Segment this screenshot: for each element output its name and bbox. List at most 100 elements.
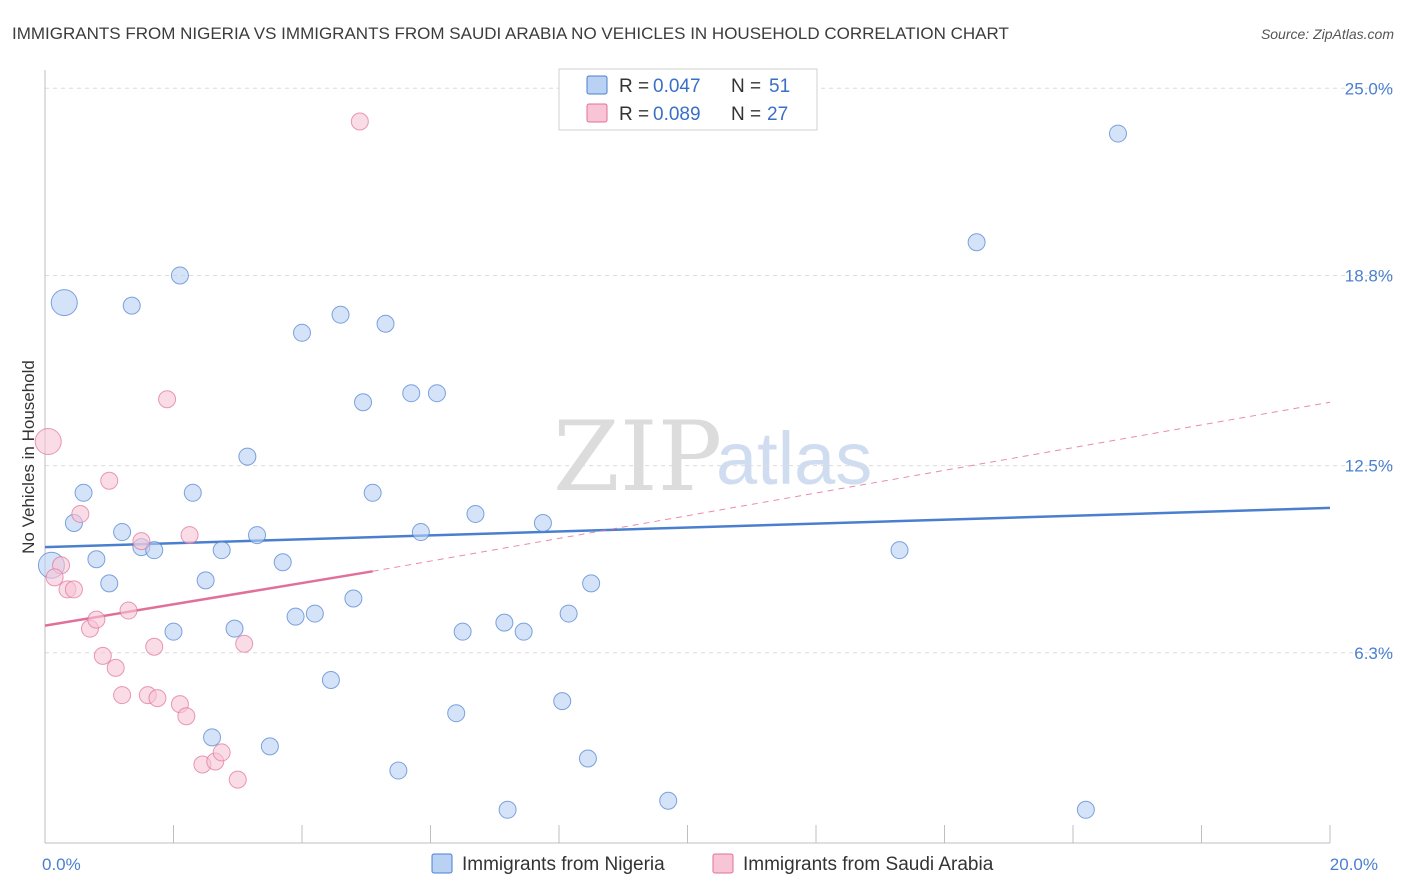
scatter-point-series-0 (170, 266, 189, 285)
legend-r-label-saudi-arabia: R = (619, 104, 649, 125)
scatter-point-series-0 (113, 523, 132, 542)
scatter-point-series-0 (1076, 800, 1095, 819)
scatter-point-series-0 (659, 791, 678, 810)
stats-legend: R = 0.047 N = 51 R = 0.089 N = 27 (558, 68, 818, 131)
scatter-point-series-0 (248, 526, 267, 545)
scatter-point-series-0 (447, 704, 466, 723)
scatter-point-series-1 (145, 637, 164, 656)
scatter-point-series-0 (427, 384, 446, 403)
scatter-point-series-0 (559, 604, 578, 623)
scatter-point-series-1 (113, 686, 132, 705)
scatter-point-series-1 (64, 580, 83, 599)
bottom-legend-swatch-saudi-arabia (712, 853, 734, 874)
scatter-point-series-0 (183, 483, 202, 502)
scatter-point-series-1 (87, 610, 106, 629)
series-legend: Immigrants from Nigeria Immigrants from … (431, 853, 994, 875)
scatter-point-series-1 (158, 390, 177, 409)
scatter-point-series-0 (389, 761, 408, 780)
scatter-point-series-0 (331, 305, 350, 324)
scatter-point-series-0 (363, 483, 382, 502)
scatter-point-series-0 (514, 622, 533, 641)
scatter-points (34, 79, 1127, 819)
scatter-point-series-0 (498, 800, 517, 819)
legend-r-value-saudi-arabia: 0.089 (653, 104, 701, 125)
y-axis-tick-labels: 6.3% 12.5% 18.8% 25.0% (1345, 79, 1393, 663)
scatter-point-series-1 (212, 743, 231, 762)
legend-r-label-nigeria: R = (619, 76, 649, 97)
scatter-point-series-1 (34, 427, 62, 455)
scatter-point-series-0 (553, 692, 572, 711)
x-tick-label: 0.0% (42, 855, 81, 874)
legend-r-value-nigeria: 0.047 (653, 76, 701, 97)
scatter-point-series-1 (132, 532, 151, 551)
legend-swatch-nigeria (586, 75, 608, 95)
scatter-point-series-0 (305, 604, 324, 623)
scatter-point-series-0 (344, 589, 363, 608)
scatter-point-series-1 (180, 526, 199, 545)
y-tick-label: 12.5% (1345, 457, 1393, 476)
scatter-point-series-0 (273, 553, 292, 572)
y-tick-label: 6.3% (1354, 644, 1393, 663)
scatter-point-series-1 (100, 471, 119, 490)
scatter-point-series-0 (890, 541, 909, 560)
scatter-point-series-0 (50, 289, 78, 317)
x-axis-tick-labels: 0.0% 20.0% (42, 855, 1378, 874)
scatter-point-series-0 (225, 619, 244, 638)
scatter-point-series-1 (106, 658, 125, 677)
scatter-point-series-0 (145, 541, 164, 560)
y-tick-label: 25.0% (1345, 79, 1393, 98)
scatter-point-series-0 (203, 728, 222, 747)
legend-n-value-nigeria: 51 (769, 76, 790, 97)
trend-line-0 (44, 506, 1331, 549)
scatter-point-series-0 (495, 613, 514, 632)
scatter-point-series-0 (293, 323, 311, 342)
scatter-point-series-1 (93, 646, 112, 665)
scatter-point-series-0 (196, 571, 215, 590)
scatter-point-series-1 (350, 112, 369, 131)
scatter-point-series-0 (238, 447, 257, 466)
x-tick-label: 20.0% (1330, 855, 1378, 874)
watermark-atlas: atlas (716, 417, 872, 500)
scatter-point-series-0 (411, 523, 430, 542)
scatter-point-series-0 (402, 384, 421, 403)
scatter-point-series-0 (466, 504, 485, 523)
legend-n-label-saudi-arabia: N = (731, 104, 761, 125)
legend-n-label-nigeria: N = (731, 76, 761, 97)
scatter-point-series-1 (71, 504, 90, 523)
scatter-point-series-1 (148, 689, 167, 708)
scatter-point-series-0 (212, 541, 231, 560)
legend-swatch-saudi-arabia (586, 103, 608, 123)
scatter-point-series-0 (453, 622, 472, 641)
scatter-point-series-0 (260, 737, 279, 756)
scatter-point-series-0 (354, 393, 373, 412)
bottom-legend-swatch-nigeria (431, 853, 453, 874)
scatter-point-series-0 (376, 314, 395, 333)
chart-title: IMMIGRANTS FROM NIGERIA VS IMMIGRANTS FR… (12, 24, 1009, 43)
scatter-point-series-0 (122, 296, 141, 315)
scatter-point-series-0 (582, 574, 601, 593)
scatter-point-series-0 (286, 607, 305, 626)
scatter-point-series-1 (228, 770, 247, 789)
trend-line-extension-1 (372, 401, 1331, 572)
scatter-point-series-0 (74, 483, 93, 502)
scatter-point-series-0 (533, 514, 552, 532)
scatter-point-series-0 (100, 574, 119, 593)
watermark-zip: ZIP (553, 401, 722, 513)
bottom-legend-label-nigeria: Immigrants from Nigeria (462, 854, 665, 875)
x-axis-ticks (44, 825, 1331, 843)
scatter-point-series-0 (578, 749, 597, 768)
scatter-point-series-1 (119, 601, 138, 620)
gridlines (45, 87, 1395, 654)
watermark: ZIP atlas (553, 401, 872, 513)
legend-n-value-saudi-arabia: 27 (767, 104, 788, 125)
scatter-point-series-0 (1108, 124, 1127, 143)
scatter-point-series-0 (967, 233, 986, 252)
scatter-point-series-1 (177, 707, 196, 726)
y-tick-label: 18.8% (1345, 266, 1393, 285)
y-axis-label: No Vehicles in Household (19, 360, 38, 554)
scatter-point-series-1 (45, 568, 64, 587)
scatter-point-series-0 (87, 550, 106, 569)
chart-source: Source: ZipAtlas.com (1261, 26, 1394, 42)
bottom-legend-label-saudi-arabia: Immigrants from Saudi Arabia (743, 854, 994, 875)
